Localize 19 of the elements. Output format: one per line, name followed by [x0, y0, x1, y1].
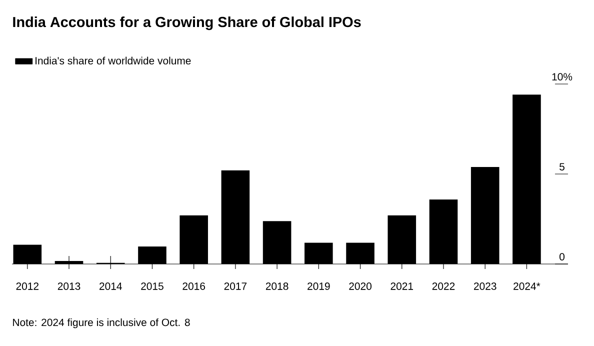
- x-tick-label: 2012: [16, 282, 38, 290]
- x-tick-label: 2013: [58, 282, 80, 290]
- x-tick-label: 2024*: [514, 282, 540, 290]
- x-tick-label: 2023: [474, 282, 496, 290]
- x-tick-label: 2018: [266, 282, 288, 290]
- x-tick-label: 2014: [100, 282, 122, 290]
- text: Note: 2024 figure is inclusive of Oct. 8: [13, 318, 190, 328]
- x-tick-label: 2019: [308, 282, 330, 290]
- x-tick-label: 2015: [141, 282, 164, 290]
- y-tick-label: 5: [560, 163, 564, 170]
- x-tick-label: 2021: [390, 282, 413, 290]
- x-tick-label: 2017: [224, 282, 247, 290]
- y-tick-label: 10%: [552, 73, 572, 80]
- x-tick-label: 2022: [432, 282, 455, 290]
- chart-title: India Accounts for a Growing Share of Global IPOs: [13, 16, 361, 30]
- x-tick-label: 2020: [349, 282, 372, 290]
- legend-label: India's share of worldwide volume: [36, 56, 191, 64]
- x-tick-label: 2016: [182, 282, 206, 290]
- y-tick-label: 0: [560, 253, 565, 260]
